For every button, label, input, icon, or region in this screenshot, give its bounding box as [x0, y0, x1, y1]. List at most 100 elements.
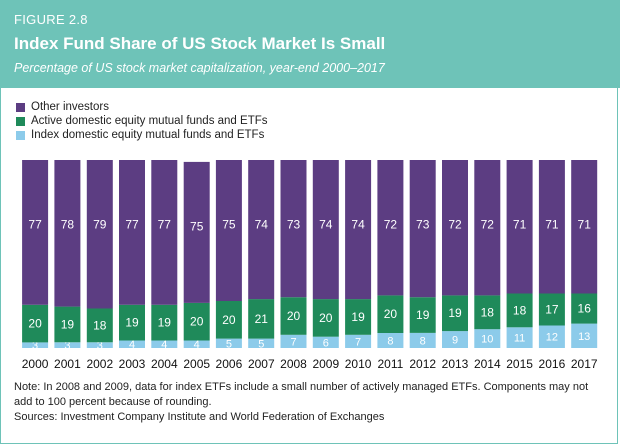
data-label-other-2006: 75: [222, 218, 236, 232]
data-label-other-2010: 74: [351, 218, 365, 232]
bars-group: 3207731978318794197741977420755207552174…: [22, 160, 598, 352]
legend-swatch-index: [16, 130, 25, 140]
bar-segment-active-2017: [571, 293, 598, 324]
data-label-active-2004: 19: [158, 316, 172, 330]
data-label-index-2008: 7: [290, 336, 296, 348]
chart-legend: Other investors Active domestic equity m…: [16, 100, 268, 142]
bar-segment-other-2014: [474, 160, 501, 296]
data-label-index-2014: 10: [481, 334, 493, 346]
bar-segment-other-2001: [54, 160, 81, 307]
legend-item-active: Active domestic equity mutual funds and …: [16, 114, 268, 128]
figure-title: Index Fund Share of US Stock Market Is S…: [14, 34, 386, 53]
bar-segment-other-2017: [571, 160, 598, 294]
bar-segment-index-2013: [442, 331, 468, 348]
bar-segment-index-2006: [215, 338, 242, 348]
bar-segment-index-2017: [571, 323, 598, 348]
x-tick-label: 2016: [539, 357, 566, 371]
data-label-index-2009: 6: [323, 337, 329, 349]
data-label-index-2002: 3: [97, 340, 103, 352]
data-label-active-2002: 18: [93, 318, 107, 332]
x-tick-label: 2012: [409, 357, 436, 371]
data-label-index-2015: 11: [514, 333, 525, 345]
legend-label-other: Other investors: [31, 101, 109, 113]
bar-segment-active-2004: [151, 304, 178, 341]
figure-header: FIGURE 2.8 Index Fund Share of US Stock …: [0, 0, 620, 88]
bar-segment-other-2004: [151, 160, 178, 305]
legend-label-index: Index domestic equity mutual funds and E…: [31, 129, 265, 141]
x-tick-label: 2000: [22, 357, 49, 371]
bar-segment-other-2016: [538, 160, 565, 294]
x-tick-label: 2013: [442, 357, 469, 371]
bar-segment-active-2011: [377, 295, 404, 333]
bar-segment-other-2012: [409, 160, 436, 298]
data-label-index-2011: 8: [387, 336, 393, 348]
bar-segment-active-2005: [183, 302, 210, 341]
x-tick-label: 2004: [151, 357, 178, 371]
data-label-index-2000: 3: [32, 340, 38, 352]
bar-segment-other-2002: [86, 160, 113, 309]
x-tick-label: 2007: [248, 357, 275, 371]
bar-segment-index-2012: [409, 333, 436, 348]
data-label-other-2017: 71: [578, 218, 592, 232]
bar-segment-other-2009: [312, 160, 339, 300]
sources-text: Sources: Investment Company Institute an…: [14, 411, 385, 423]
data-label-index-2016: 12: [546, 332, 558, 344]
bar-segment-active-2000: [22, 304, 49, 343]
bar-segment-other-2008: [280, 160, 307, 298]
data-label-active-2007: 21: [255, 312, 269, 326]
x-axis-ticks: 2000 2001 2002 2003 2004 2005 2006 2007 2008 2009…: [22, 357, 598, 371]
data-label-other-2016: 71: [545, 218, 559, 232]
data-label-index-2017: 13: [578, 331, 590, 343]
figure-label: FIGURE 2.8: [14, 12, 88, 27]
bar-segment-active-2016: [538, 293, 565, 326]
bar-segment-other-2010: [345, 160, 372, 300]
bar-segment-other-2000: [22, 160, 49, 305]
bar-segment-active-2006: [215, 301, 242, 339]
data-label-other-2004: 77: [158, 218, 172, 232]
data-label-active-2011: 20: [384, 307, 398, 321]
data-label-index-2003: 4: [129, 339, 135, 351]
data-label-active-2001: 19: [61, 318, 75, 332]
bar-segment-index-2004: [151, 340, 178, 348]
bar-segment-index-2014: [474, 329, 501, 348]
data-label-active-2016: 17: [545, 303, 559, 317]
data-label-other-2000: 77: [28, 218, 42, 232]
bar-segment-index-2007: [248, 338, 275, 348]
bar-segment-active-2008: [280, 297, 307, 335]
bar-segment-active-2009: [312, 299, 339, 337]
data-label-other-2012: 73: [416, 218, 430, 232]
figure-subtitle: Percentage of US stock market capitaliza…: [14, 61, 385, 75]
x-tick-label: 2008: [280, 357, 307, 371]
x-tick-label: 2010: [345, 357, 372, 371]
bar-segment-index-2002: [86, 342, 113, 348]
data-label-index-2004: 4: [161, 339, 167, 351]
data-label-active-2006: 20: [222, 313, 236, 327]
bar-segment-other-2006: [215, 160, 242, 301]
x-tick-label: 2015: [506, 357, 533, 371]
data-label-other-2015: 71: [513, 218, 527, 232]
data-label-other-2002: 79: [93, 218, 107, 232]
bar-segment-other-2015: [506, 160, 533, 294]
legend-swatch-other: [16, 102, 25, 112]
bar-segment-active-2014: [474, 295, 501, 330]
data-label-index-2007: 5: [258, 338, 264, 350]
data-label-active-2014: 18: [481, 305, 495, 319]
data-label-other-2013: 72: [448, 218, 462, 232]
data-label-active-2000: 20: [28, 317, 42, 331]
figure-notes: Note: In 2008 and 2009, data for index E…: [14, 380, 606, 425]
data-label-active-2013: 19: [448, 306, 462, 320]
bar-segment-index-2005: [183, 340, 210, 348]
data-label-active-2009: 20: [319, 311, 333, 325]
x-tick-label: 2005: [183, 357, 210, 371]
bar-segment-index-2008: [280, 334, 307, 348]
x-tick-label: 2003: [119, 357, 146, 371]
bar-segment-active-2010: [345, 299, 372, 335]
data-label-index-2010: 7: [355, 336, 361, 348]
data-label-active-2010: 19: [351, 310, 365, 324]
data-label-other-2014: 72: [481, 218, 495, 232]
data-label-other-2011: 72: [384, 218, 398, 232]
x-tick-label: 2011: [377, 357, 403, 371]
data-label-index-2012: 8: [420, 336, 426, 348]
data-label-other-2001: 78: [61, 218, 75, 232]
data-label-active-2005: 20: [190, 315, 204, 329]
